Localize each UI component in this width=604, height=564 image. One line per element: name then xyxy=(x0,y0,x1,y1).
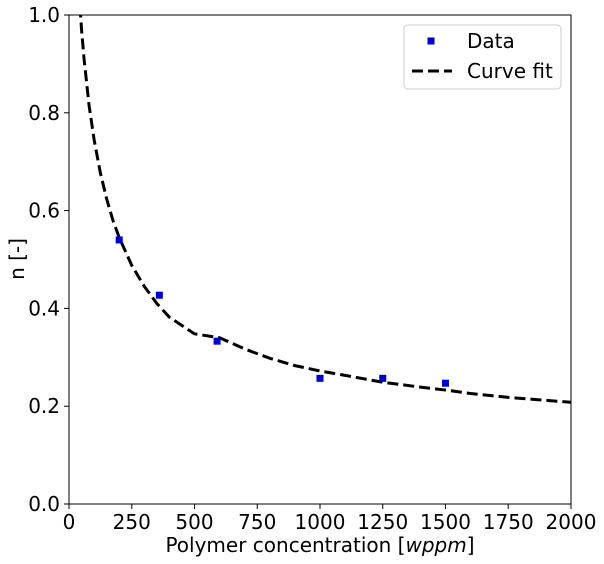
series-layer xyxy=(79,15,571,404)
legend-data-marker xyxy=(427,37,435,45)
x-axis-label: Polymer concentration [wppm] xyxy=(165,533,474,557)
legend-data-label: Data xyxy=(467,29,515,53)
plot-area xyxy=(68,14,572,505)
y-tick-label: 0.4 xyxy=(28,296,60,320)
x-tick-label: 2000 xyxy=(546,510,597,534)
curve-fit-line xyxy=(79,15,571,404)
x-tick-label: 250 xyxy=(113,510,151,534)
x-tick-label: 1750 xyxy=(483,510,534,534)
x-tick-label: 500 xyxy=(175,510,213,534)
y-tick-label: 1.0 xyxy=(28,3,60,27)
data-point xyxy=(316,374,324,382)
data-point xyxy=(213,337,221,345)
data-point xyxy=(115,236,123,244)
x-tick-label: 750 xyxy=(238,510,276,534)
x-tick-label: 1250 xyxy=(357,510,408,534)
x-axis-ticks: 0 250 500 750 1000 1250 1500 1750 2000 xyxy=(63,504,597,534)
y-tick-label: 0.8 xyxy=(28,101,60,125)
data-point xyxy=(379,374,387,382)
x-tick-label: 1000 xyxy=(295,510,346,534)
data-point xyxy=(155,291,163,299)
legend-fit-label: Curve fit xyxy=(467,59,553,83)
legend: Data Curve fit xyxy=(403,24,562,90)
x-tick-label: 0 xyxy=(63,510,76,534)
y-tick-label: 0.0 xyxy=(28,492,60,516)
y-axis-label: n [-] xyxy=(5,238,29,280)
y-axis-ticks: 0.0 0.2 0.4 0.6 0.8 1.0 xyxy=(28,3,69,516)
legend-box xyxy=(403,24,562,90)
x-tick-label: 1500 xyxy=(420,510,471,534)
data-point xyxy=(442,379,449,387)
y-tick-label: 0.6 xyxy=(28,199,60,223)
y-tick-label: 0.2 xyxy=(28,394,60,418)
